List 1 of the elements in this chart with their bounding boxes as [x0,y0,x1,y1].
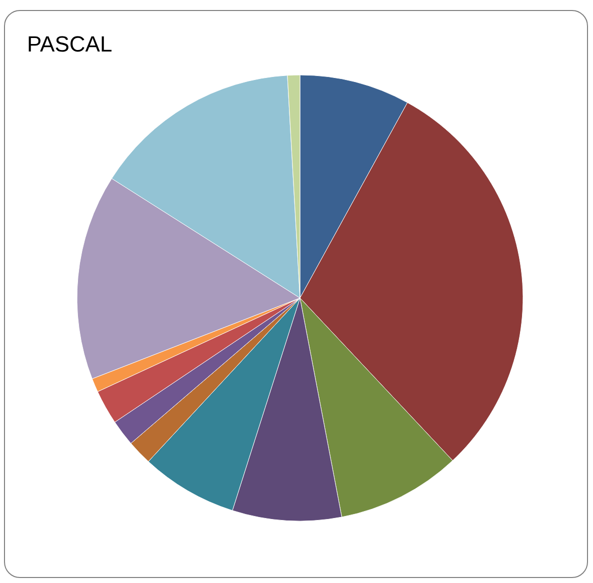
chart-title: PASCAL [27,32,112,56]
